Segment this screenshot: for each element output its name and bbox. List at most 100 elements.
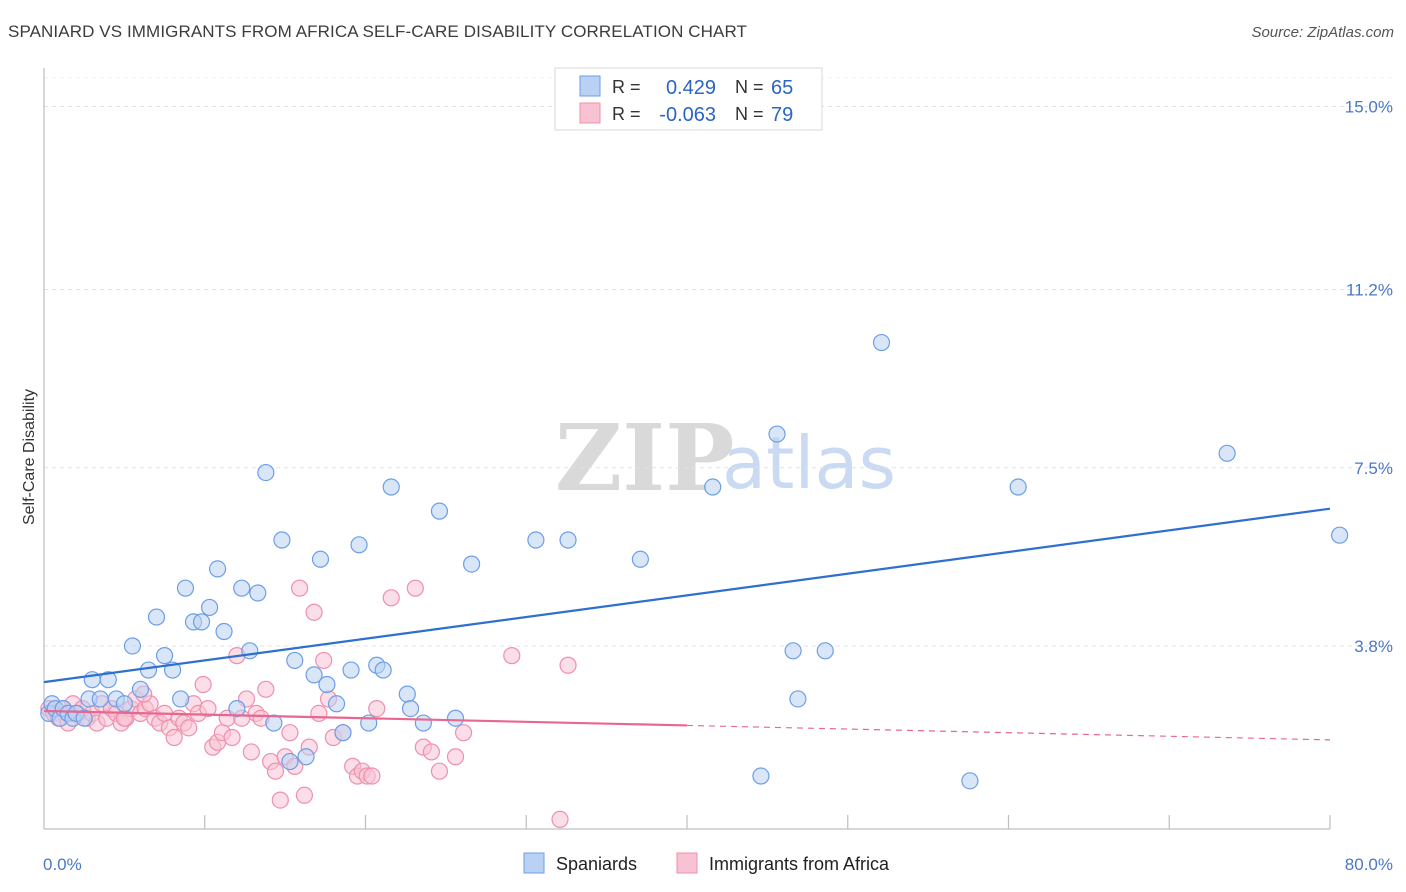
immigrants-point-74	[503, 647, 521, 665]
spaniards-point-22	[176, 579, 195, 597]
immigrants-swatch	[579, 102, 601, 124]
spaniards-point-48	[382, 478, 400, 496]
immigrants-point-33	[199, 699, 217, 718]
spaniards-point-25	[200, 598, 219, 617]
spaniards-point-26	[209, 560, 227, 578]
source-label: Source: ZipAtlas.com	[1251, 24, 1394, 41]
x-tick-label-max: 80.0%	[1345, 855, 1393, 874]
spaniards-point-29	[233, 579, 251, 597]
spaniards-point-38	[305, 666, 323, 684]
immigrants-point-71	[430, 762, 449, 780]
y-tick-label-0: 3.8%	[1354, 637, 1393, 656]
watermark-atlas: atlas	[722, 421, 896, 505]
legend-n-value-1: 65	[771, 77, 793, 99]
spaniards-point-14	[115, 695, 133, 713]
immigrants-point-53	[295, 786, 314, 804]
spaniards-point-40	[318, 675, 336, 694]
legend-label-immigrants: Immigrants from Africa	[709, 854, 890, 874]
chart-title: SPANIARD VS IMMIGRANTS FROM AFRICA SELF-…	[8, 22, 748, 41]
immigrants-point-72	[446, 748, 465, 766]
y-tick-label-2: 11.2%	[1346, 281, 1393, 300]
gridlines	[44, 77, 1392, 647]
y-tick-label-1: 7.5%	[1354, 459, 1393, 478]
spaniards-point-39	[311, 550, 330, 568]
immigrants-point-52	[290, 579, 309, 597]
spaniards-point-31	[249, 584, 267, 602]
spaniards-point-35	[281, 752, 299, 771]
spaniards-point-62	[789, 690, 807, 708]
spaniards-point-11	[91, 690, 109, 708]
spaniards-point-68	[1331, 526, 1349, 544]
spaniards-point-33	[265, 714, 283, 732]
legend-r-value-2: -0.063	[659, 104, 716, 126]
spaniards-point-53	[446, 709, 465, 727]
spaniards-trend-line	[43, 507, 1331, 684]
spaniards-point-16	[131, 680, 150, 698]
immigrants-point-47	[266, 762, 285, 780]
series-spaniards	[40, 333, 1349, 790]
spaniards-point-44	[350, 536, 368, 554]
immigrants-point-73	[454, 724, 473, 742]
immigrants-point-26	[165, 728, 183, 747]
legend-swatch-immigrants	[676, 852, 698, 874]
legend-r-value-1: 0.429	[666, 77, 716, 99]
legend-n-value-2: 79	[771, 104, 793, 126]
spaniards-point-15	[123, 637, 142, 655]
spaniards-point-49	[398, 685, 416, 703]
immigrants-point-48	[271, 791, 289, 809]
spaniards-point-66	[1009, 478, 1027, 496]
spaniards-point-55	[527, 531, 545, 549]
stats-legend: R = 0.429 N = 65 R = -0.063 N = 79	[554, 67, 823, 131]
immigrants-point-76	[559, 656, 577, 674]
immigrants-point-50	[281, 724, 299, 742]
immigrants-point-57	[315, 651, 333, 670]
spaniards-point-19	[155, 647, 174, 665]
spaniards-point-34	[273, 531, 291, 549]
spaniards-point-50	[401, 699, 420, 718]
immigrants-point-55	[305, 603, 323, 621]
immigrants-point-45	[257, 680, 275, 698]
spaniards-point-58	[704, 478, 722, 496]
spaniards-point-59	[752, 767, 770, 785]
spaniards-point-18	[147, 608, 166, 626]
legend-n-label-2: N =	[735, 104, 764, 124]
immigrants-point-70	[422, 743, 441, 761]
trend-lines	[43, 507, 1331, 741]
spaniards-point-17	[139, 661, 158, 679]
spaniards-point-42	[334, 724, 352, 742]
spaniards-point-54	[462, 555, 481, 573]
immigrants-point-68	[406, 579, 424, 597]
spaniards-point-8	[75, 709, 93, 727]
spaniards-point-30	[241, 642, 259, 660]
x-ticks	[204, 815, 1331, 829]
spaniards-point-57	[631, 550, 649, 568]
spaniards-point-36	[286, 651, 304, 670]
spaniards-point-21	[172, 690, 190, 708]
spaniards-point-64	[872, 333, 891, 352]
y-axis-title: Self-Care Disability	[21, 389, 38, 525]
legend-swatch-spaniards	[523, 852, 545, 874]
spaniards-point-65	[961, 772, 979, 790]
y-tick-label-3: 15.0%	[1345, 98, 1393, 117]
immigrants-point-42	[242, 743, 260, 761]
spaniards-point-27	[215, 622, 233, 641]
immigrants-point-75	[551, 810, 569, 828]
spaniards-point-56	[559, 531, 577, 549]
series-legend: Spaniards Immigrants from Africa	[523, 852, 890, 874]
immigrants-point-29	[180, 719, 198, 737]
spaniards-swatch	[579, 75, 601, 97]
spaniards-point-51	[414, 714, 432, 732]
legend-r-label-1: R =	[612, 77, 641, 97]
immigrants-point-38	[223, 728, 241, 747]
immigrants-point-65	[363, 767, 381, 785]
spaniards-point-12	[99, 671, 117, 689]
legend-n-label-1: N =	[735, 77, 764, 97]
spaniards-point-24	[192, 613, 211, 631]
x-tick-label-min: 0.0%	[43, 855, 82, 874]
legend-label-spaniards: Spaniards	[556, 854, 637, 874]
spaniards-point-37	[297, 748, 315, 766]
spaniards-point-60	[768, 425, 786, 443]
spaniards-point-43	[342, 661, 360, 679]
spaniards-point-32	[257, 463, 275, 482]
y-tick-labels: 3.8% 7.5% 11.2% 15.0%	[1345, 98, 1393, 656]
